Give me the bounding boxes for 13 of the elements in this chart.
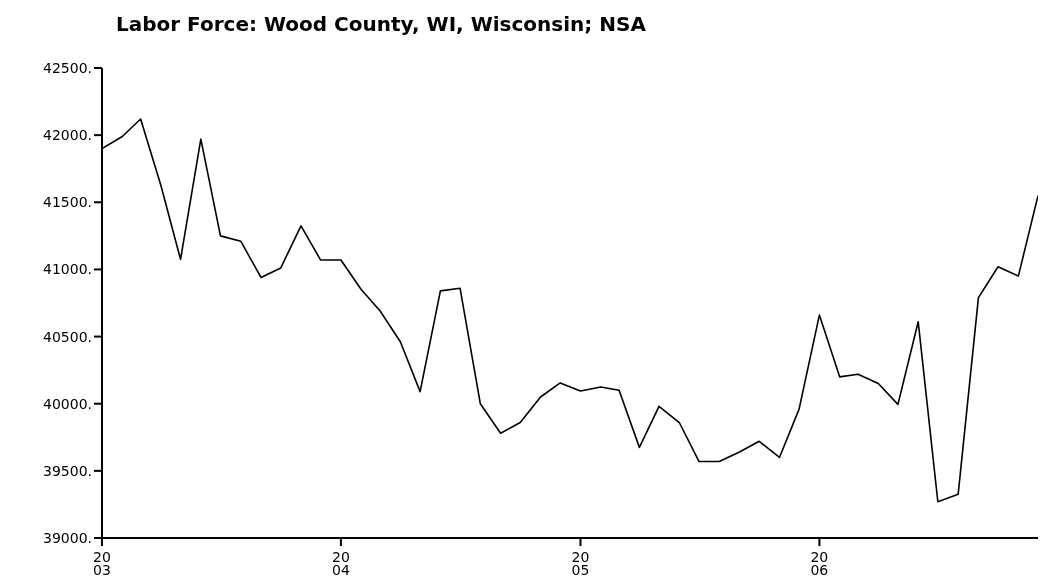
y-tick-label: 39000. <box>43 529 92 546</box>
y-tick-label: 40500. <box>43 328 92 345</box>
x-tick-label: 20 05 <box>571 549 590 578</box>
y-tick-label: 40000. <box>43 395 92 412</box>
y-tick-label: 42000. <box>43 127 92 144</box>
y-tick-label: 42500. <box>43 59 92 76</box>
y-tick-label: 41500. <box>43 194 92 211</box>
chart-title: Labor Force: Wood County, WI, Wisconsin; NSA <box>115 11 647 38</box>
y-tick-label: 39500. <box>43 462 92 479</box>
x-tick-label: 20 03 <box>93 549 111 578</box>
y-tick-label: 41000. <box>43 261 92 278</box>
x-tick-label: 20 06 <box>810 549 829 578</box>
x-tick-label: 20 04 <box>332 549 350 578</box>
